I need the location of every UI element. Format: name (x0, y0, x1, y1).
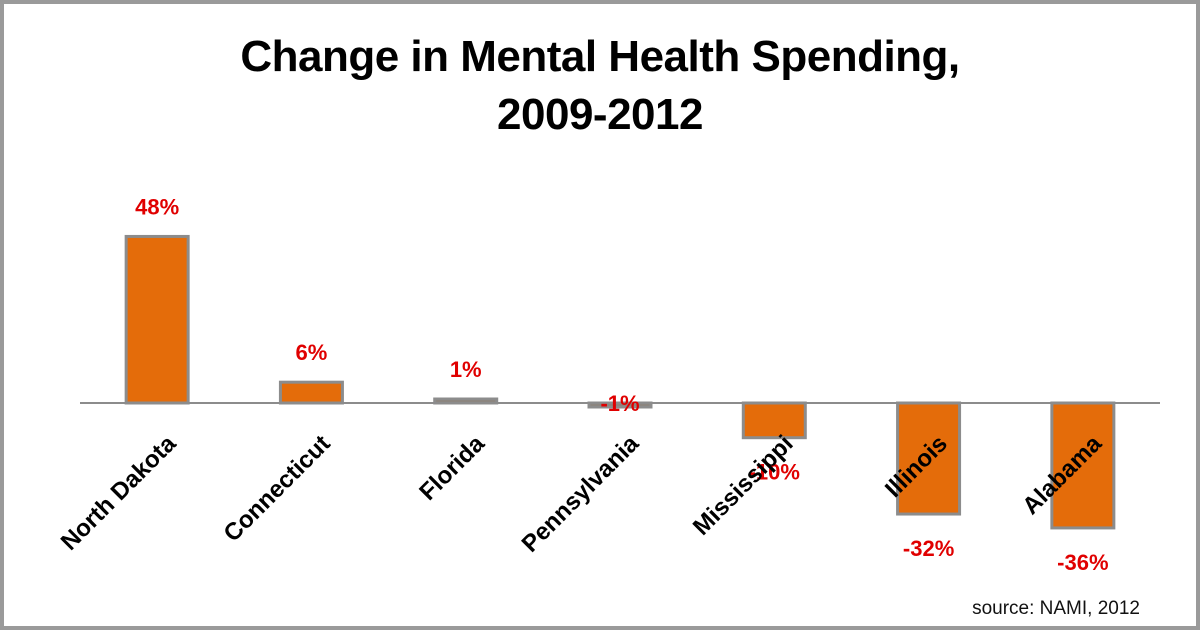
category-label-florida: Florida (414, 430, 490, 506)
bar-mississippi (741, 401, 807, 440)
bar-connecticut (278, 380, 344, 405)
chart-title: Change in Mental Health Spending, 2009-2… (0, 28, 1200, 144)
data-label-mississippi: -10% (749, 460, 800, 485)
bar-north-dakota (124, 234, 190, 405)
data-label-alabama: -36% (1057, 550, 1108, 575)
chart-title-line-2: 2009-2012 (497, 90, 703, 139)
data-label-illinois: -32% (903, 536, 954, 561)
category-label-north-dakota: North Dakota (56, 430, 182, 556)
source-note: source: NAMI, 2012 (972, 598, 1140, 619)
category-label-connecticut: Connecticut (219, 430, 336, 547)
bars-layer (124, 234, 1116, 530)
category-label-pennsylvania: Pennsylvania (517, 430, 645, 558)
chart-title-line-1: Change in Mental Health Spending, (240, 32, 960, 81)
data-label-florida: 1% (450, 357, 482, 382)
bar-illinois (896, 401, 962, 516)
data-label-pennsylvania: -1% (600, 391, 639, 416)
labels-layer: 48% North Dakota 6% Connecticut 1% Florida -1%… (56, 194, 1109, 574)
data-label-north-dakota: 48% (135, 194, 179, 219)
data-label-connecticut: 6% (296, 340, 328, 365)
category-label-mississippi: Mississippi (688, 430, 799, 541)
